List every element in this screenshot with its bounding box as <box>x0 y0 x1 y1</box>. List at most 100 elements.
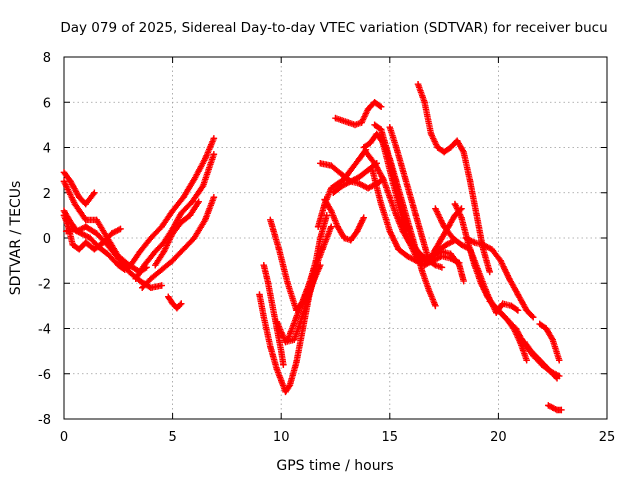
data-point <box>108 230 115 237</box>
data-point <box>419 268 426 276</box>
series-track-h <box>138 194 218 291</box>
data-point <box>527 347 535 355</box>
data-point <box>386 228 393 235</box>
series-track-z <box>386 123 465 264</box>
y-tick-label: 8 <box>43 51 51 66</box>
data-point <box>508 302 515 310</box>
data-point <box>403 234 411 242</box>
data-point <box>321 196 328 203</box>
data-point <box>115 261 122 269</box>
series-markers <box>536 320 563 364</box>
data-point <box>456 261 463 269</box>
data-point <box>256 291 263 298</box>
data-point <box>158 282 165 289</box>
plot-frame <box>63 56 608 420</box>
data-point <box>347 166 354 174</box>
data-point <box>512 325 519 332</box>
data-point <box>136 277 144 285</box>
data-point <box>327 162 335 169</box>
data-point <box>76 246 83 253</box>
x-tick-label: 15 <box>382 430 399 445</box>
data-point <box>356 155 363 163</box>
data-point <box>395 200 402 208</box>
data-point <box>71 200 79 208</box>
x-axis-label: GPS time / hours <box>276 458 393 474</box>
data-point <box>356 173 363 181</box>
data-point <box>419 234 426 242</box>
data-point <box>386 166 393 174</box>
data-point <box>434 144 441 151</box>
series-track-ah <box>545 402 565 414</box>
data-point <box>284 336 291 344</box>
data-point <box>347 178 354 185</box>
data-point <box>319 246 326 253</box>
data-point <box>158 223 165 230</box>
data-point <box>275 246 283 253</box>
data-point <box>556 356 563 364</box>
x-tick-label: 10 <box>273 430 290 445</box>
series-track-f <box>125 135 218 271</box>
data-point <box>169 257 176 264</box>
data-point <box>523 356 530 364</box>
data-point <box>534 354 541 362</box>
data-point <box>514 291 522 298</box>
data-point <box>82 239 89 246</box>
data-point <box>521 338 528 346</box>
data-point <box>460 148 467 156</box>
data-point <box>540 361 548 368</box>
data-point <box>82 216 89 224</box>
data-point <box>360 214 367 221</box>
data-point <box>367 139 374 147</box>
data-point <box>453 137 461 144</box>
data-point <box>351 121 359 129</box>
data-point <box>199 182 207 190</box>
series-track-ag <box>536 320 563 364</box>
series-track-c <box>60 207 165 291</box>
data-point <box>354 228 361 235</box>
data-point <box>291 336 298 344</box>
data-point <box>278 377 285 384</box>
data-point <box>327 185 335 192</box>
data-point <box>60 212 68 219</box>
data-point <box>486 298 493 305</box>
data-point <box>443 241 450 248</box>
series-track-e <box>62 225 129 273</box>
data-point <box>477 280 485 287</box>
y-tick-label: -8 <box>38 413 51 428</box>
x-tick-label: 25 <box>599 430 616 445</box>
data-point <box>191 234 198 242</box>
data-point <box>327 223 335 230</box>
series-track-j <box>165 293 185 312</box>
data-point <box>364 185 372 192</box>
data-point <box>136 248 144 255</box>
data-point <box>347 237 354 244</box>
data-point <box>549 336 556 344</box>
series-track-r <box>321 196 367 244</box>
data-point <box>69 241 76 248</box>
data-point <box>117 225 124 233</box>
data-point <box>115 255 122 262</box>
data-point <box>273 366 281 373</box>
data-point <box>104 241 111 248</box>
data-point <box>76 194 83 201</box>
data-point <box>393 144 400 151</box>
data-point <box>340 234 348 242</box>
data-point <box>447 250 454 258</box>
data-point <box>497 257 504 264</box>
series-track-aa <box>414 80 493 276</box>
y-tick-label: 4 <box>43 142 51 157</box>
y-axis-label: SDTVAR / TECUs <box>8 181 24 296</box>
data-point <box>425 286 433 294</box>
data-point <box>282 388 289 396</box>
data-point <box>60 178 68 185</box>
data-point <box>406 189 413 196</box>
data-point <box>284 280 291 287</box>
data-point <box>545 402 552 409</box>
data-point <box>260 313 268 321</box>
data-point <box>330 189 337 196</box>
data-point <box>147 284 155 291</box>
data-point <box>286 381 294 389</box>
data-point <box>377 132 385 140</box>
data-point <box>395 246 402 253</box>
data-point <box>310 268 317 276</box>
